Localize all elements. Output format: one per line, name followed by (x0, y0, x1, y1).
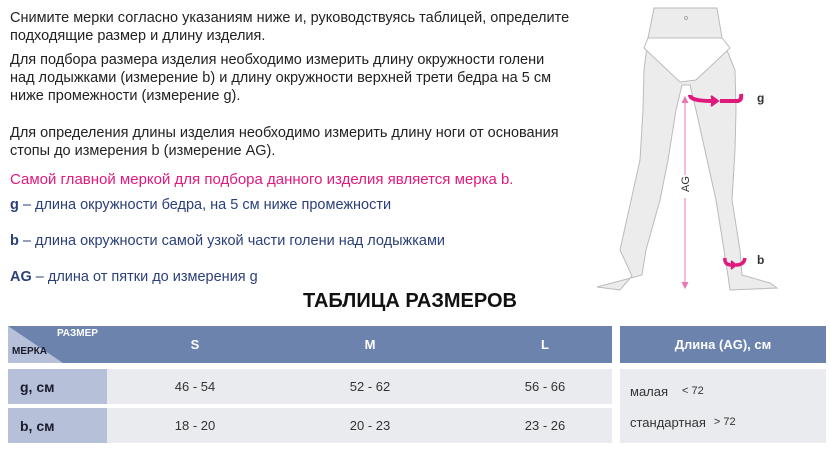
table-row (107, 408, 612, 443)
leg-measurement-figure: AG g b (596, 7, 779, 291)
b-measure-arrow (723, 257, 747, 270)
b-m: 20 - 23 (349, 418, 391, 433)
row-label-g: g, см (8, 369, 107, 404)
g-l: 56 - 66 (524, 379, 566, 394)
corner-measure-label: МЕРКА (12, 346, 47, 357)
length-header: Длина (AG), см (620, 326, 826, 363)
length-small: малая < 72 (630, 383, 704, 399)
definition-g: g – длина окружности бедра, на 5 см ниже… (10, 197, 392, 213)
table-title: ТАБЛИЦА РАЗМЕРОВ (303, 290, 517, 312)
g-measure-arrow (688, 93, 744, 107)
ag-measure-line (681, 95, 689, 290)
length-instructions: Для определения длины изделия необходимо… (10, 125, 559, 159)
length-standard: стандартная > 72 (630, 414, 736, 430)
b-s: 18 - 20 (174, 418, 216, 433)
size-header-row (8, 326, 612, 363)
size-m: M (364, 337, 376, 352)
g-label: g (757, 91, 764, 105)
intro-text: Снимите мерки согласно указаниям ниже и,… (10, 10, 570, 44)
corner-size-label: РАЗМЕР (57, 328, 98, 339)
navel (684, 16, 688, 20)
table-row (107, 369, 612, 404)
length-cell (620, 369, 826, 443)
b-l: 23 - 26 (524, 418, 566, 433)
body-silhouette (596, 7, 779, 291)
g-s: 46 - 54 (174, 379, 216, 394)
definition-b: b – длина окружности самой узкой части г… (10, 233, 446, 249)
size-instructions: Для подбора размера изделия необходимо и… (10, 52, 552, 104)
definition-ag: AG – длина от пятки до измерения g (10, 269, 258, 285)
underwear (643, 37, 731, 83)
ag-label: AG (680, 176, 692, 192)
b-label: b (757, 253, 764, 267)
row-label-b: b, см (8, 408, 107, 443)
size-l: L (541, 337, 549, 352)
size-s: S (190, 337, 200, 352)
g-m: 52 - 62 (349, 379, 391, 394)
highlight-note: Самой главной меркой для подбора данного… (10, 171, 514, 188)
